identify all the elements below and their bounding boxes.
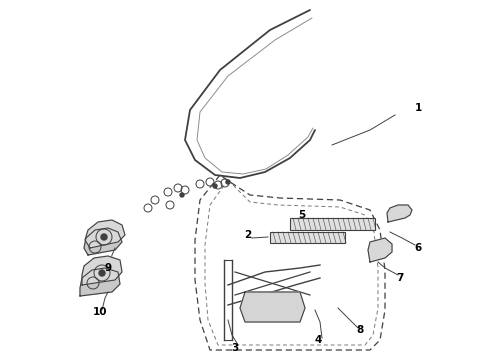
Circle shape	[213, 184, 217, 188]
Circle shape	[101, 234, 107, 240]
Text: 8: 8	[356, 325, 364, 335]
Text: 4: 4	[314, 335, 322, 345]
Polygon shape	[82, 256, 122, 285]
Circle shape	[226, 180, 230, 184]
Polygon shape	[240, 292, 305, 322]
Polygon shape	[85, 220, 125, 248]
Text: 9: 9	[104, 263, 112, 273]
Text: 7: 7	[396, 273, 404, 283]
Text: 10: 10	[93, 307, 107, 317]
Polygon shape	[80, 268, 120, 296]
Text: 3: 3	[231, 343, 239, 353]
Bar	[290, 218, 375, 230]
Circle shape	[99, 270, 105, 276]
Text: 5: 5	[298, 210, 306, 220]
Circle shape	[180, 193, 184, 197]
Text: 1: 1	[415, 103, 421, 113]
Polygon shape	[387, 205, 412, 222]
Polygon shape	[368, 238, 392, 262]
Polygon shape	[84, 228, 122, 255]
Text: 2: 2	[245, 230, 252, 240]
Text: 6: 6	[415, 243, 421, 253]
Bar	[270, 232, 345, 243]
